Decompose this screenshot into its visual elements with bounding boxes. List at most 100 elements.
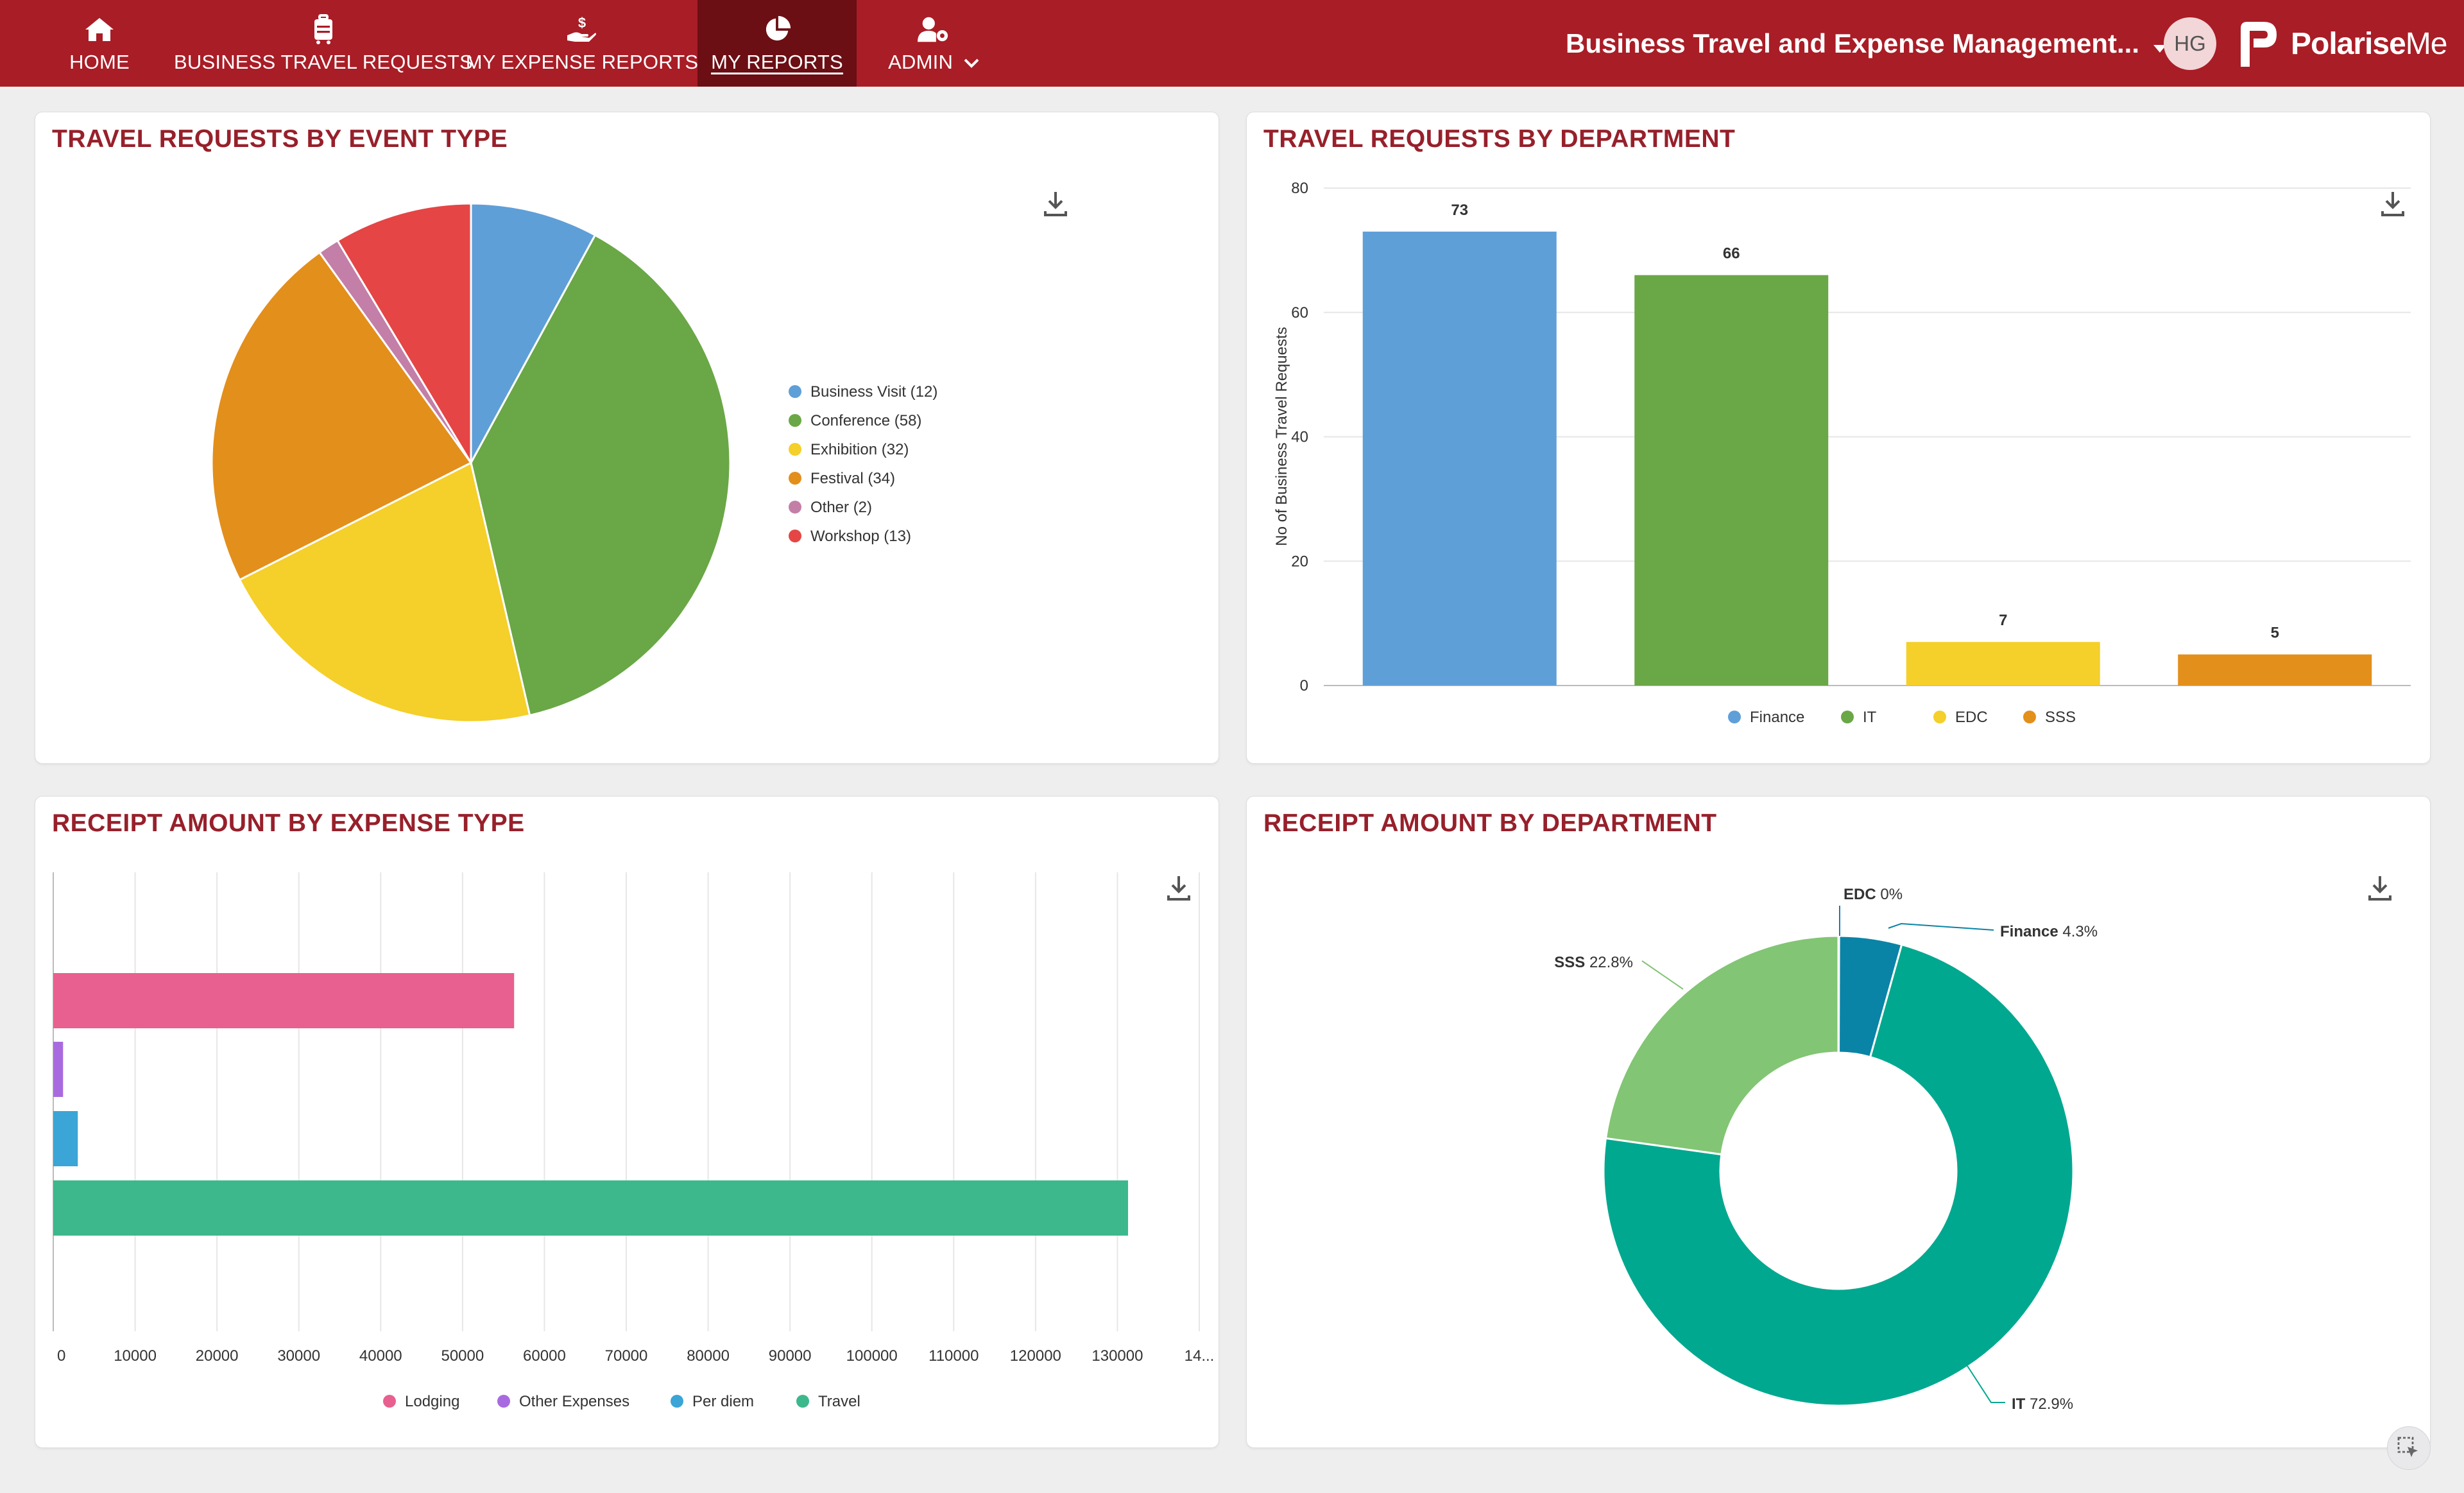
pie-slice-exhibition-32 — [238, 461, 531, 723]
legend-label-workshop-13: Workshop (13) — [810, 528, 911, 545]
x-tick-label: 110000 — [928, 1347, 979, 1365]
legend-label-lodging: Lodging — [405, 1393, 459, 1410]
legend-marker-travel — [796, 1395, 809, 1408]
legend-label-it: IT — [1863, 709, 1877, 726]
legend-label-conference-58: Conference (58) — [810, 412, 921, 429]
chevron-down-icon — [964, 51, 979, 74]
x-tick-label: 130000 — [1091, 1347, 1143, 1365]
data-label-sss: 5 — [2271, 625, 2279, 642]
nav-admin-label-row: ADMIN — [888, 51, 979, 74]
y-tick-label: 80 — [1291, 180, 1308, 197]
luggage-icon — [306, 13, 341, 46]
x-tick-label: 100000 — [846, 1347, 898, 1365]
x-tick-label: 60000 — [523, 1347, 566, 1365]
home-icon — [82, 13, 117, 46]
slice-label-percent: 72.9% — [2030, 1395, 2073, 1413]
nav-my-reports[interactable]: MY REPORTS — [697, 0, 857, 87]
slice-label-percent: 22.8% — [1589, 954, 1633, 971]
department-bar-chart: 0 20 40 60 80 No of Business Travel Requests 7… — [1273, 180, 2411, 726]
bar-travel — [53, 1180, 1129, 1236]
nav-home-label: HOME — [69, 50, 130, 73]
card-title: TRAVEL REQUESTS BY DEPARTMENT — [1263, 125, 1736, 153]
y-axis-title: No of Business Travel Requests — [1273, 327, 1290, 546]
x-tick-label: 10000 — [114, 1347, 157, 1365]
legend-label-sss: SSS — [2045, 709, 2076, 726]
x-tick-label: 90000 — [769, 1347, 812, 1365]
bar-per-diem — [53, 1111, 78, 1166]
y-tick-label: 20 — [1291, 553, 1308, 570]
pie-slice-workshop-13 — [336, 202, 472, 467]
bar-sss — [2178, 654, 2372, 686]
legend-label-business-visit-12: Business Visit (12) — [810, 383, 937, 401]
card-receipt-amount-by-expense-type: RECEIPT AMOUNT BY EXPENSE TYPE 0 10000 200… — [35, 796, 1219, 1448]
x-tick-label: 120000 — [1010, 1347, 1061, 1365]
legend-label-travel: Travel — [818, 1393, 860, 1410]
nav-business-travel-requests-label: BUSINESS TRAVEL REQUESTS — [174, 50, 473, 73]
app-switcher[interactable]: Business Travel and Expense Management..… — [1566, 0, 2166, 87]
x-tick-label: 30000 — [277, 1347, 320, 1365]
app-title: Business Travel and Expense Management..… — [1566, 28, 2139, 58]
slice-label-name: Finance — [2000, 923, 2062, 940]
polariseme-logo-icon — [2241, 22, 2277, 67]
download-icon[interactable] — [2366, 874, 2394, 902]
card-title: RECEIPT AMOUNT BY EXPENSE TYPE — [52, 809, 525, 837]
x-tick-label: 0 — [57, 1347, 65, 1365]
pie-chart-icon — [760, 13, 794, 46]
x-tick-label: 40000 — [359, 1347, 402, 1365]
user-avatar[interactable]: HG — [2164, 17, 2216, 70]
nav-my-expense-reports[interactable]: $ MY EXPENSE REPORTS — [466, 0, 698, 87]
nav-admin[interactable]: ADMIN — [873, 0, 995, 87]
bar-lodging — [53, 973, 515, 1028]
nav-my-expense-reports-label: MY EXPENSE REPORTS — [465, 50, 699, 73]
data-label-it: 66 — [1723, 245, 1740, 263]
legend-marker-sss — [2023, 711, 2036, 723]
money-hand-icon: $ — [565, 13, 599, 46]
legend-label-other-2: Other (2) — [810, 499, 872, 516]
download-icon[interactable] — [1041, 189, 1070, 218]
card-title: TRAVEL REQUESTS BY EVENT TYPE — [52, 125, 508, 153]
legend-marker-business-visit-12 — [789, 385, 801, 398]
slice-label-name: SSS — [1554, 954, 1589, 971]
slice-label-name: EDC — [1844, 886, 1880, 903]
receipt-department-donut-chart: EDC 0% Finance 4.3% IT 72.9% SSS 22.8% — [1554, 886, 2098, 1413]
donut-slice-it — [1602, 943, 2075, 1407]
cursor-icon — [2397, 1437, 2418, 1457]
legend-label-per-diem: Per diem — [692, 1393, 754, 1410]
x-tick-label: 14... — [1185, 1347, 1215, 1365]
data-label-finance: 73 — [1451, 202, 1468, 219]
download-icon[interactable] — [2379, 189, 2407, 218]
nav-home[interactable]: HOME — [55, 0, 144, 87]
legend-marker-other-2 — [789, 501, 801, 513]
connector-finance — [1888, 922, 1994, 931]
user-gear-icon — [916, 13, 951, 46]
caret-down-icon — [2153, 28, 2166, 59]
bar-it — [1634, 275, 1829, 686]
slice-label-finance: Finance 4.3% — [2000, 923, 2098, 940]
pie-slice-business-visit-12 — [470, 202, 597, 463]
nav-admin-label: ADMIN — [888, 50, 954, 73]
polariseme-logo: PolariseMe — [2236, 18, 2447, 69]
legend-marker-finance — [1728, 711, 1741, 723]
legend-marker-exhibition-32 — [789, 443, 801, 456]
expense-type-bar-chart: 0 10000 20000 30000 40000 50000 60000 70000 8000… — [53, 872, 1215, 1410]
slice-label-sss: SSS 22.8% — [1554, 954, 1633, 971]
pie-slice-festival-34 — [210, 251, 473, 582]
connector-sss — [1641, 960, 1684, 990]
legend-marker-it — [1841, 711, 1854, 723]
legend-label-exhibition-32: Exhibition (32) — [810, 441, 909, 458]
slice-label-percent: 0% — [1880, 886, 1903, 903]
legend-marker-edc — [1933, 711, 1946, 723]
card-receipt-amount-by-department: RECEIPT AMOUNT BY DEPARTMENT EDC 0% Finan… — [1246, 796, 2431, 1448]
bar-finance — [1362, 231, 1557, 686]
card-travel-requests-by-department: TRAVEL REQUESTS BY DEPARTMENT 0 20 40 60 80 N… — [1246, 112, 2431, 764]
logo-wordmark-bold: Polarise — [2291, 26, 2406, 61]
legend-marker-workshop-13 — [789, 530, 801, 542]
select-cursor-button[interactable] — [2387, 1426, 2431, 1470]
nav-business-travel-requests[interactable]: BUSINESS TRAVEL REQUESTS — [174, 0, 473, 87]
event-type-pie-chart: Business Visit (12) Conference (58) Exhibi… — [210, 202, 937, 723]
download-icon[interactable] — [1165, 874, 1193, 902]
legend-label-finance: Finance — [1750, 709, 1804, 726]
legend-label-edc: EDC — [1955, 709, 1988, 726]
donut-slice-sss — [1604, 935, 1840, 1156]
card-travel-requests-by-event-type: TRAVEL REQUESTS BY EVENT TYPE Business V… — [35, 112, 1219, 764]
